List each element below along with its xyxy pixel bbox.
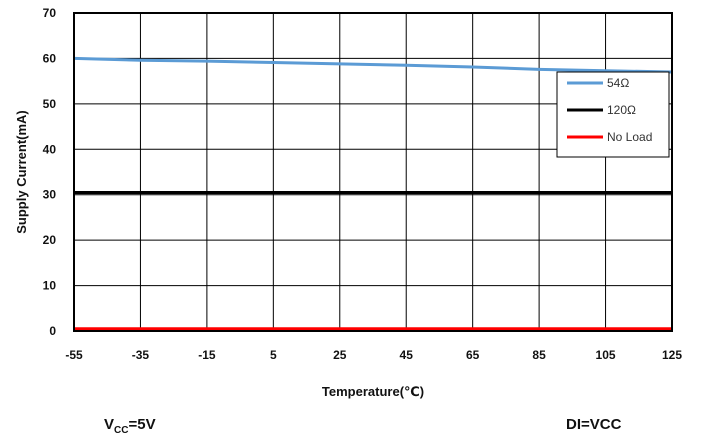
legend-box [556,71,670,158]
x-axis-title: Temperature(℃) [322,384,424,399]
legend-label: 120Ω [607,103,636,117]
x-tick-label: 45 [400,348,414,362]
x-tick-label: 5 [270,348,277,362]
legend-label: 54Ω [607,76,629,90]
y-tick-label: 50 [43,97,57,111]
x-tick-label: 85 [532,348,546,362]
vcc-subscript: CC [114,425,129,436]
y-tick-label: 70 [43,6,57,20]
x-tick-label: 105 [596,348,616,362]
y-tick-label: 20 [43,233,57,247]
y-tick-label: 30 [43,188,57,202]
x-tick-label: -35 [132,348,150,362]
vcc-prefix: V [104,416,115,433]
x-tick-label: 65 [466,348,480,362]
series-lines [73,56,673,331]
legend: 54Ω 120Ω No Load [556,71,670,158]
legend-label: No Load [607,130,652,144]
plot-frame [73,12,673,332]
y-tick-label: 60 [43,51,57,65]
y-axis-title: Supply Current(mA) [14,110,29,234]
x-tick-label: -15 [198,348,216,362]
di-note: DI=VCC [566,416,622,433]
y-tick-label: 0 [49,324,56,338]
y-tick-label: 40 [43,142,57,156]
x-tick-label: -55 [65,348,83,362]
x-tick-label: 125 [662,348,682,362]
tick-labels: -55 -35 -15 5 25 45 65 85 105 125 0 10 20 30 40 50 60 70 [43,6,683,362]
y-tick-label: 10 [43,279,57,293]
vcc-note: VCC=5V [104,416,156,436]
x-tick-label: 25 [333,348,347,362]
series-line [73,56,673,74]
vcc-value: =5V [128,416,156,433]
